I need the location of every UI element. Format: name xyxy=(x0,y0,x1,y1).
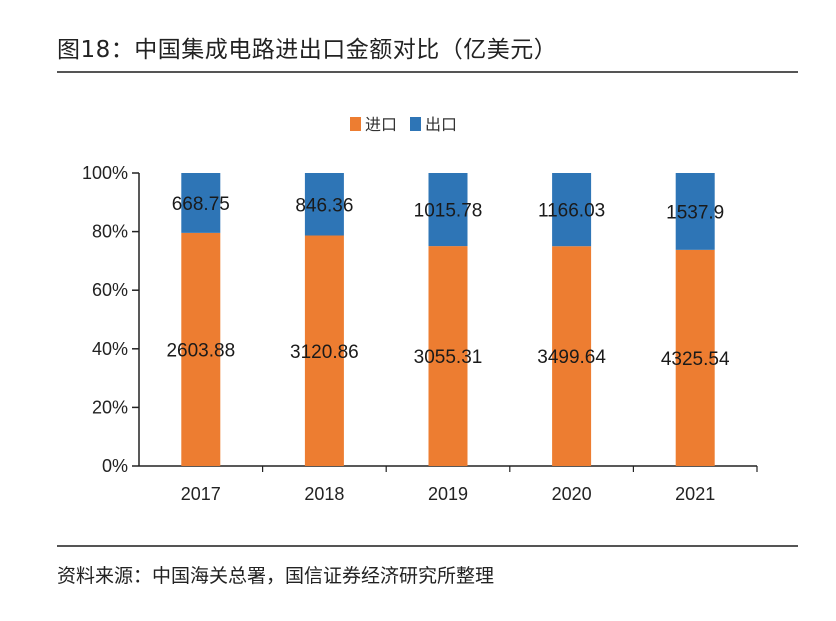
y-tick-label: 100% xyxy=(82,163,128,183)
y-tick-label: 40% xyxy=(92,339,128,359)
legend-swatch xyxy=(350,117,361,131)
x-tick-label: 2017 xyxy=(181,484,221,504)
data-label-export: 846.36 xyxy=(295,195,353,216)
data-label-import: 3055.31 xyxy=(414,347,483,368)
y-tick-label: 80% xyxy=(92,222,128,242)
bar-import xyxy=(181,232,221,466)
data-label-import: 3120.86 xyxy=(290,342,359,363)
y-tick-label: 0% xyxy=(102,456,128,476)
bar-export xyxy=(428,173,468,247)
data-label-export: 1537.9 xyxy=(666,202,724,223)
source-note: 资料来源：中国海关总署，国信证券经济研究所整理 xyxy=(57,565,495,587)
bar-export xyxy=(552,173,592,247)
bar-import xyxy=(428,246,468,466)
legend-label: 进口 xyxy=(365,115,397,134)
figure-title: 图18：中国集成电路进出口金额对比（亿美元） xyxy=(57,37,558,63)
bar-export xyxy=(675,173,715,250)
data-label-export: 668.75 xyxy=(172,194,230,215)
x-tick-label: 2020 xyxy=(552,484,592,504)
y-tick-label: 60% xyxy=(92,280,128,300)
source-divider xyxy=(57,545,798,547)
y-tick-label: 20% xyxy=(92,397,128,417)
bar-export xyxy=(304,173,344,236)
legend-swatch xyxy=(410,117,421,131)
data-label-export: 1166.03 xyxy=(538,201,605,222)
bar-import xyxy=(304,235,344,466)
data-label-import: 2603.88 xyxy=(166,340,235,361)
data-label-import: 4325.54 xyxy=(661,349,730,370)
x-tick-label: 2018 xyxy=(304,484,344,504)
bar-import xyxy=(552,246,592,466)
legend-label: 出口 xyxy=(425,115,457,134)
x-tick-label: 2019 xyxy=(428,484,468,504)
bar-import xyxy=(675,249,715,466)
bar-export xyxy=(181,173,221,233)
data-label-import: 3499.64 xyxy=(537,347,606,368)
title-divider xyxy=(57,71,798,73)
x-tick-label: 2021 xyxy=(675,484,715,504)
data-label-export: 1015.78 xyxy=(414,201,483,222)
